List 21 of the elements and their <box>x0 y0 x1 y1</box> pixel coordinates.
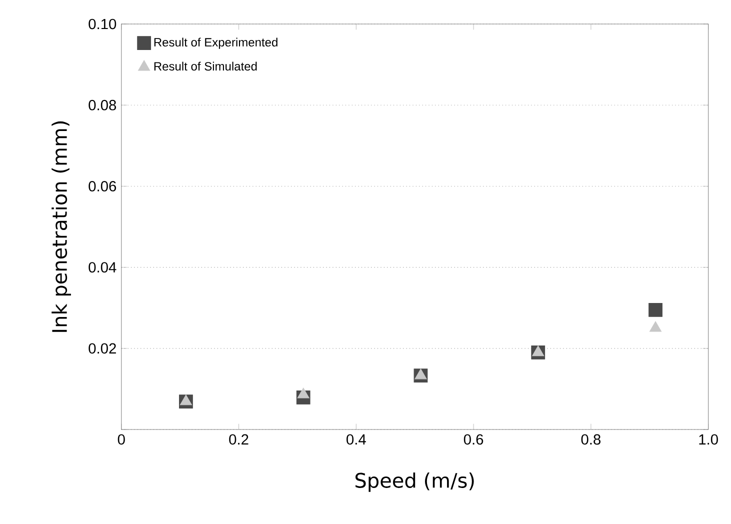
point <box>648 302 662 317</box>
y-tick-label: 0.08 <box>88 100 116 110</box>
legend-label: Result of Experimented <box>154 38 278 49</box>
y-tick-label: 0.10 <box>88 18 116 30</box>
x-tick-label: 1.0 <box>699 434 718 445</box>
x-tick-label: 0.4 <box>346 434 366 445</box>
x-tick-label: 0.8 <box>581 434 600 445</box>
x-tick-label: 0.2 <box>229 434 248 445</box>
point <box>532 345 544 356</box>
y-tick-label: 0.04 <box>88 262 116 272</box>
legend-label: Result of Simulated <box>154 62 257 70</box>
point <box>297 388 310 398</box>
point <box>649 321 662 332</box>
y-tick-label: 0.06 <box>88 180 116 192</box>
point <box>180 394 192 406</box>
y-tick-label: 0.02 <box>88 343 116 354</box>
point <box>414 368 427 380</box>
x-tick-label: 0.6 <box>464 434 484 445</box>
x-axis-title: Speed (m/s) <box>356 472 474 492</box>
x-tick-label: 0 <box>118 434 125 445</box>
y-axis-title: Ink penetration (mm) <box>52 121 71 332</box>
